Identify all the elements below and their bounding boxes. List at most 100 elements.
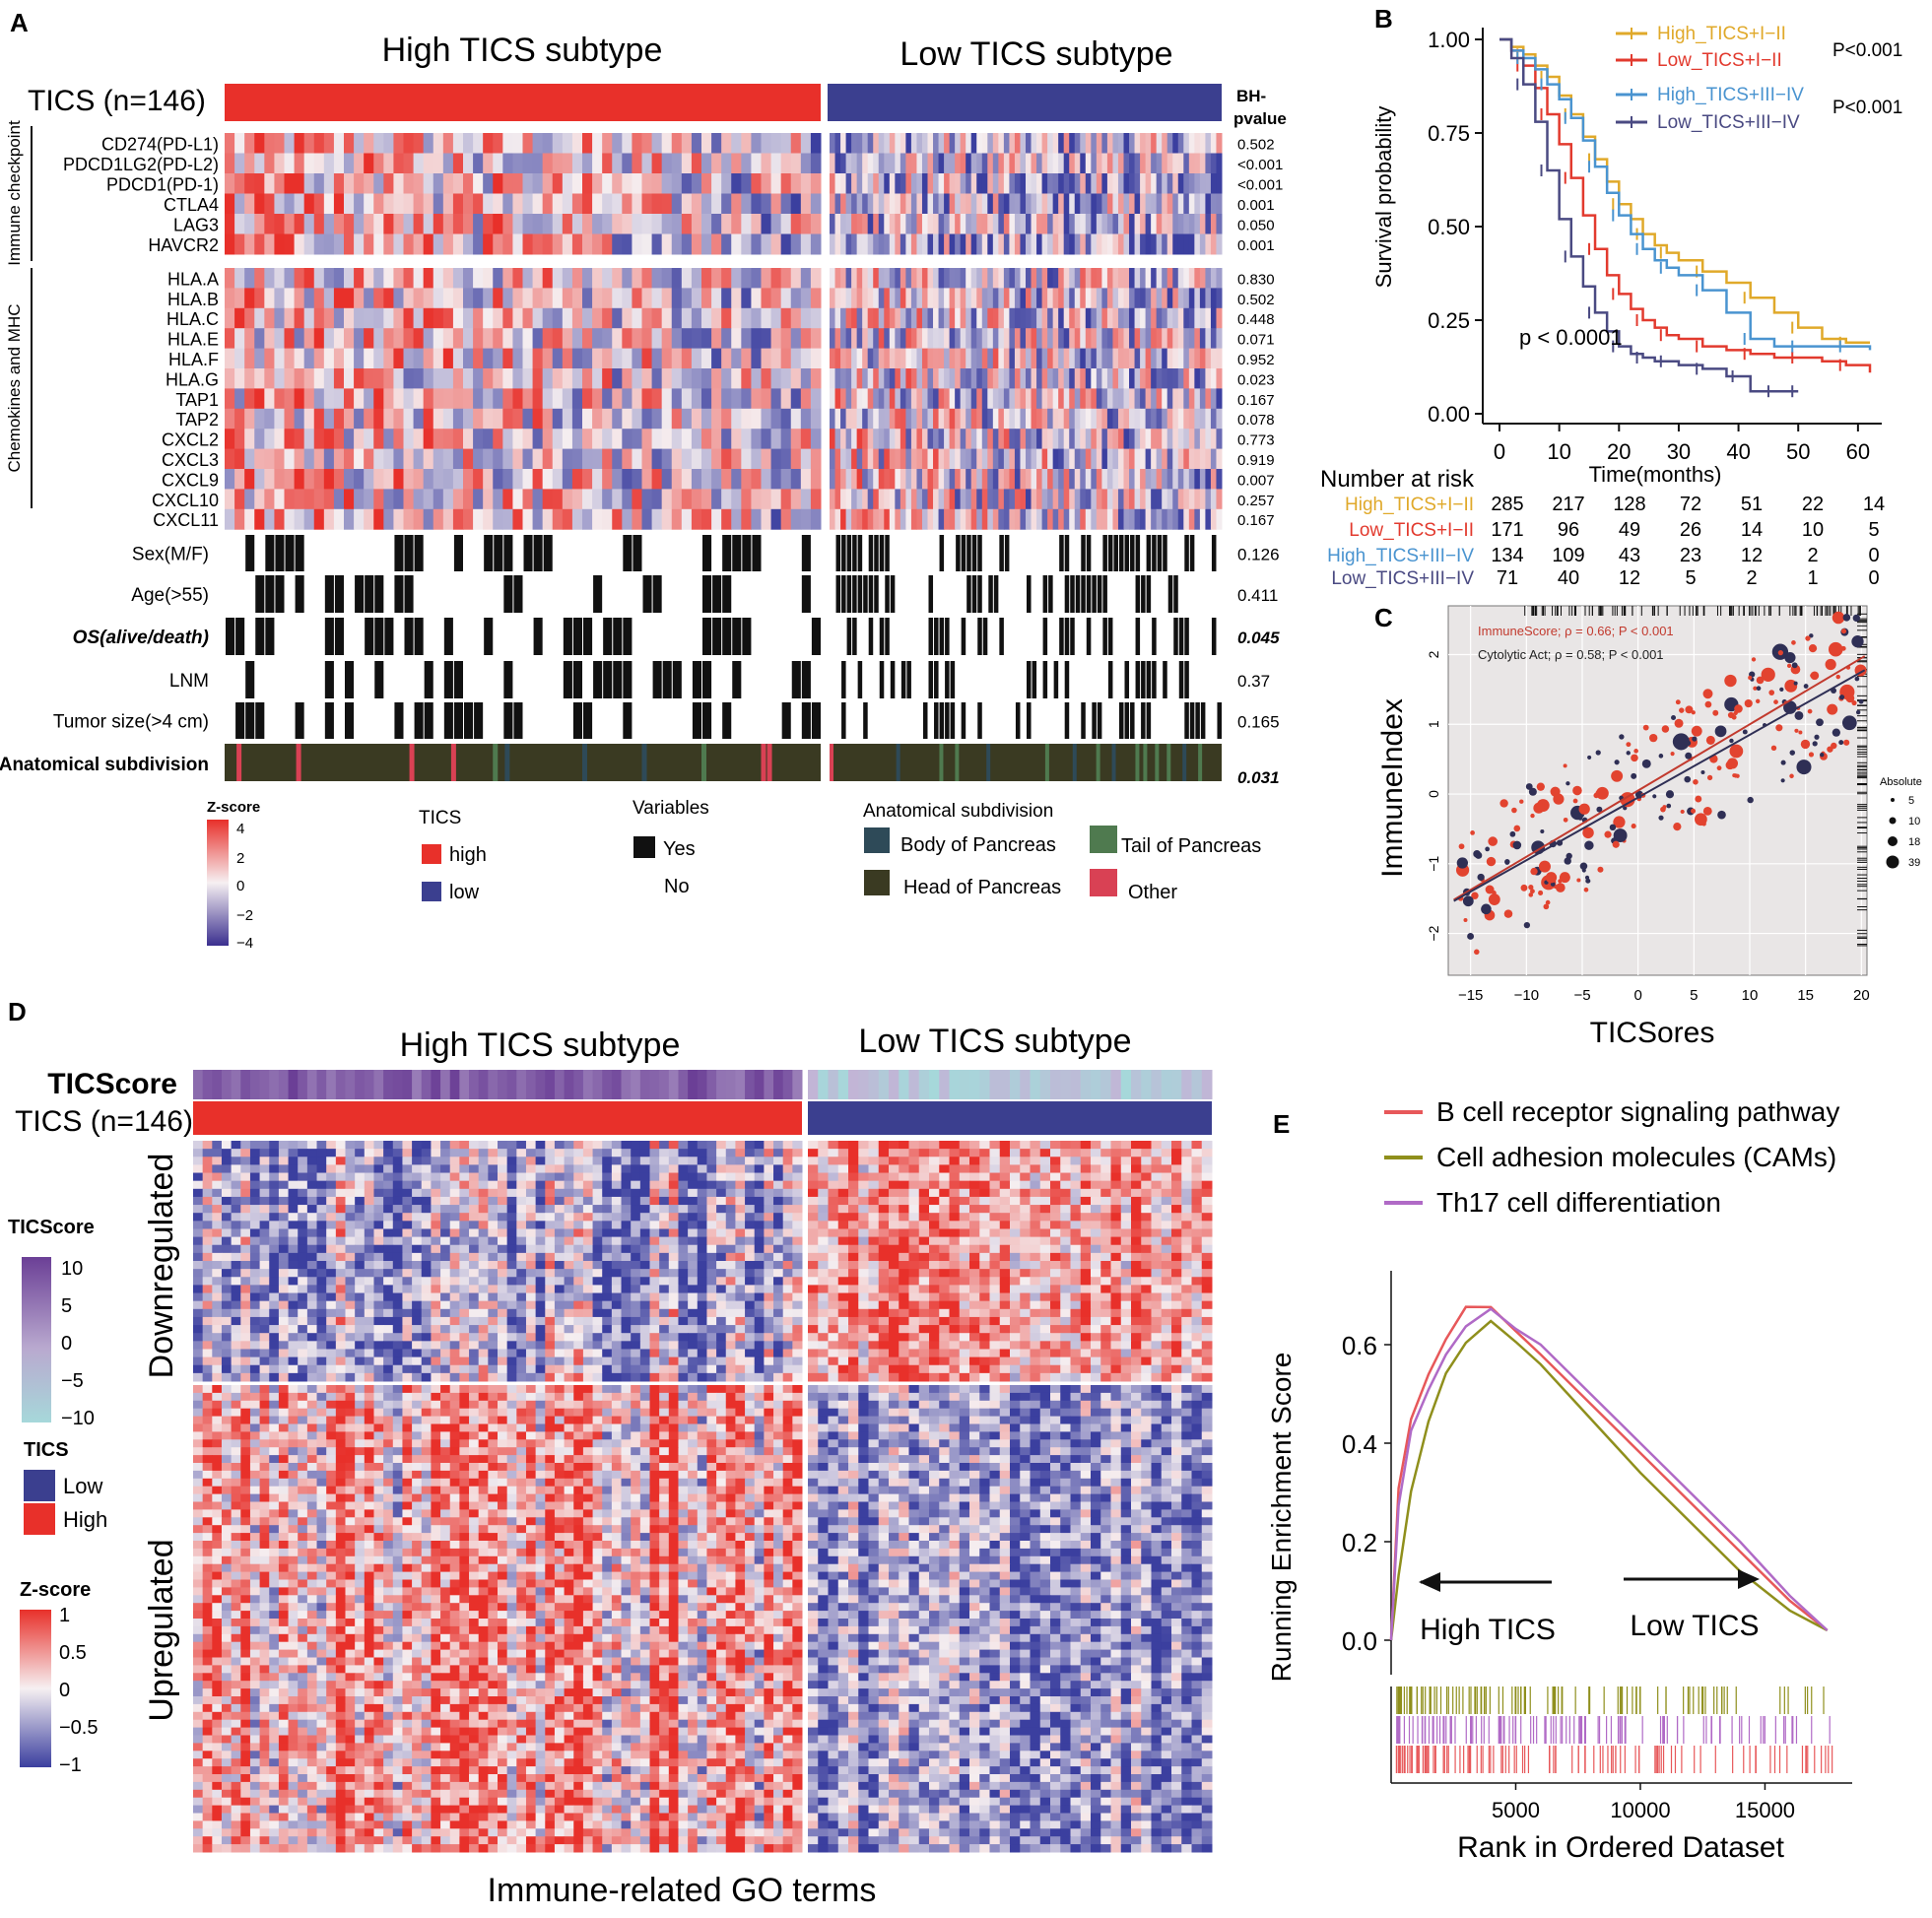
heat-cell bbox=[840, 173, 847, 194]
heat-cell bbox=[612, 193, 623, 215]
heat-cell bbox=[845, 233, 852, 255]
heat-cell bbox=[828, 1149, 839, 1157]
heat-cell bbox=[960, 133, 966, 154]
heat-cell bbox=[621, 1196, 632, 1206]
scatter-point-cytolytic bbox=[1613, 828, 1628, 842]
heat-cell bbox=[532, 448, 544, 470]
heat-cell bbox=[306, 1180, 318, 1190]
heat-cell bbox=[933, 348, 940, 369]
heat-cell bbox=[873, 233, 880, 255]
heat-cell bbox=[1096, 469, 1102, 490]
heat-cell bbox=[1039, 1188, 1051, 1198]
heat-cell bbox=[1039, 1228, 1051, 1238]
heat-cell bbox=[981, 388, 988, 410]
heat-cell bbox=[316, 1236, 327, 1246]
heat-cell bbox=[473, 268, 484, 289]
heat-cell bbox=[225, 173, 235, 194]
heat-cell bbox=[403, 469, 415, 490]
heat-cell bbox=[916, 429, 923, 450]
heat-cell bbox=[800, 508, 812, 530]
heat-cell bbox=[335, 1221, 346, 1229]
heat-cell bbox=[303, 153, 315, 174]
heat-cell bbox=[1100, 1205, 1111, 1214]
heat-cell bbox=[1120, 1213, 1132, 1222]
heat-cell bbox=[800, 133, 812, 154]
clinical-track bbox=[245, 535, 1217, 571]
heat-cell bbox=[442, 408, 454, 430]
heat-cell bbox=[452, 307, 464, 329]
heat-cell bbox=[697, 1205, 707, 1214]
heat-cell bbox=[981, 489, 988, 510]
heat-cell bbox=[905, 268, 912, 289]
heat-cell bbox=[773, 1188, 784, 1198]
clinical-cell bbox=[523, 535, 533, 571]
heat-cell bbox=[1070, 1221, 1082, 1229]
heat-cell bbox=[780, 368, 792, 389]
heat-cell bbox=[976, 288, 983, 309]
heat-cell bbox=[949, 328, 956, 350]
heat-cell bbox=[225, 307, 235, 329]
panel-d-ticscore-label: TICScore bbox=[47, 1068, 177, 1100]
heat-cell bbox=[908, 1213, 920, 1222]
heat-cell bbox=[1063, 193, 1070, 215]
risk-table: High_TICS+I−II 285 217 128 72 51 22 14Low_TICS+… bbox=[1327, 494, 1885, 589]
heat-cell bbox=[502, 233, 513, 255]
heat-cell bbox=[364, 408, 374, 430]
heat-cell bbox=[288, 1205, 299, 1214]
heat-cell bbox=[345, 1221, 356, 1229]
heat-cell bbox=[1036, 348, 1043, 369]
heat-cell bbox=[449, 1149, 460, 1157]
gene-pvalue: 0.167 bbox=[1237, 512, 1275, 529]
heat-cell bbox=[1096, 268, 1102, 289]
heat-cell bbox=[949, 1149, 961, 1157]
heat-cell bbox=[506, 1172, 517, 1182]
heat-cell bbox=[621, 1172, 632, 1182]
heat-cell bbox=[661, 193, 673, 215]
heat-cell bbox=[905, 448, 912, 470]
heat-cell bbox=[506, 1180, 517, 1190]
heat-cell bbox=[502, 489, 513, 510]
heat-cell bbox=[966, 508, 972, 530]
heat-cell bbox=[1134, 133, 1141, 154]
heat-cell bbox=[1172, 307, 1179, 329]
heat-cell bbox=[949, 408, 956, 430]
heat-cell bbox=[333, 388, 345, 410]
ticscore-cell bbox=[259, 1070, 270, 1099]
heat-cell bbox=[899, 193, 906, 215]
heat-cell bbox=[1117, 133, 1124, 154]
anat-cell bbox=[1135, 744, 1140, 781]
heat-cell bbox=[535, 1236, 546, 1246]
heat-cell bbox=[440, 1172, 451, 1182]
heat-cell bbox=[1096, 173, 1102, 194]
heat-cell bbox=[884, 348, 891, 369]
heat-cell bbox=[316, 1172, 327, 1182]
heat-cell bbox=[231, 1196, 241, 1206]
ticscore-cell bbox=[1120, 1070, 1132, 1099]
heat-cell bbox=[1110, 1196, 1122, 1206]
scatter-point-immunescore bbox=[1458, 843, 1465, 850]
clinical-cell bbox=[1200, 702, 1206, 739]
heat-cell bbox=[697, 1188, 707, 1198]
scatter-point-cytolytic bbox=[1658, 754, 1664, 759]
heat-cell bbox=[770, 288, 782, 309]
heat-cell bbox=[1117, 448, 1124, 470]
heat-cell bbox=[383, 328, 394, 350]
heat-cell bbox=[1058, 388, 1065, 410]
scatter-point-immunescore bbox=[1716, 765, 1722, 771]
heat-cell bbox=[622, 193, 633, 215]
heat-cell bbox=[910, 233, 917, 255]
clinical-cell bbox=[1178, 661, 1184, 698]
heat-cell bbox=[927, 429, 934, 450]
clinical-cell bbox=[652, 575, 662, 613]
heat-cell bbox=[249, 1157, 261, 1165]
heat-cell bbox=[1058, 328, 1065, 350]
heat-cell bbox=[1003, 429, 1010, 450]
heat-cell bbox=[393, 508, 404, 530]
heat-cell bbox=[979, 1228, 990, 1238]
heat-cell bbox=[402, 1196, 413, 1206]
heat-cell bbox=[449, 1221, 460, 1229]
heat-cell bbox=[354, 268, 365, 289]
heat-cell bbox=[1120, 1149, 1132, 1157]
clinical-cell bbox=[623, 702, 633, 739]
heat-cell bbox=[770, 193, 782, 215]
